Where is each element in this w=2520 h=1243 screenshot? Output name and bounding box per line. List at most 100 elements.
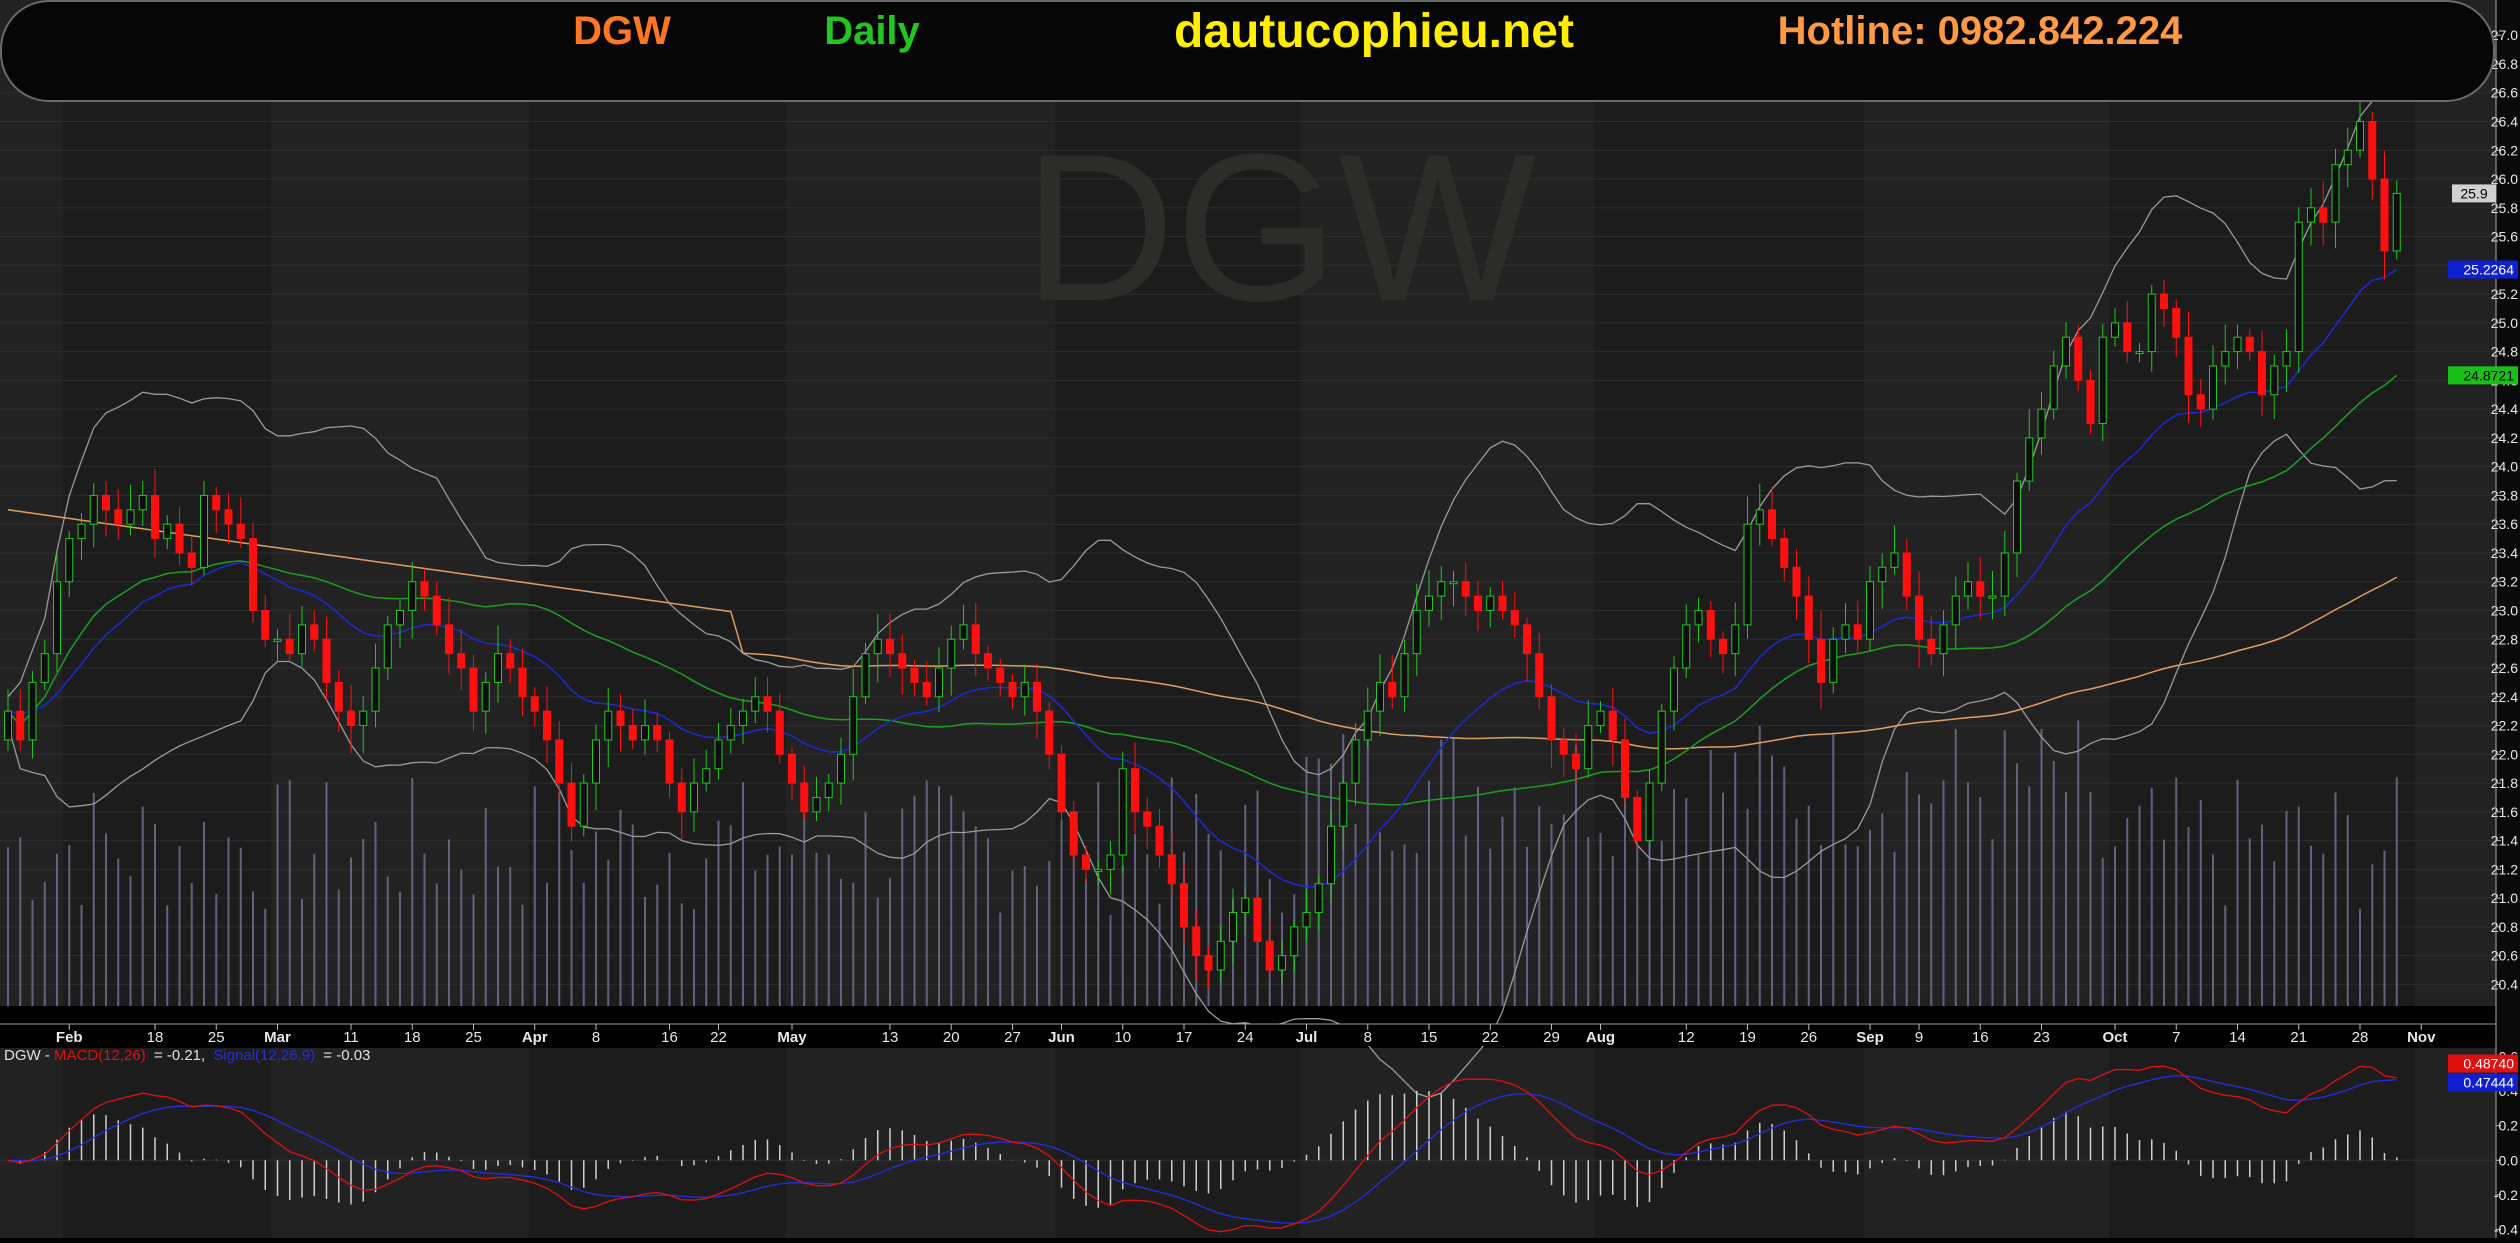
candle-body (677, 782, 686, 813)
time-tick-label: 25 (465, 1029, 482, 1046)
macd-legend: DGW - MACD(12,26) = -0.21, Signal(12,26,… (4, 1047, 370, 1064)
candle-body (1878, 566, 1887, 583)
volume-bar (68, 845, 71, 1006)
green-ma-value-label: 24.8721 (2463, 367, 2514, 383)
candle-body (187, 552, 196, 568)
macd-legend-value: = -0.21, (154, 1047, 205, 1064)
volume-bar (484, 807, 487, 1006)
candle-body (1927, 638, 1936, 655)
volume-bar (1795, 818, 1798, 1006)
volume-bar (1072, 812, 1075, 1006)
candle-body (16, 710, 25, 741)
last-price-label: 25.9 (2460, 185, 2487, 201)
candle-body (1131, 768, 1139, 813)
candle-body (1339, 782, 1348, 827)
candle-body (2184, 336, 2193, 396)
volume-bar (1305, 757, 1308, 1006)
volume-bar (362, 838, 365, 1006)
time-tick-label: 28 (2352, 1029, 2369, 1046)
volume-bar (1856, 846, 1859, 1006)
candle-body (261, 609, 270, 640)
candle-body (1866, 581, 1874, 640)
volume-bar (2199, 799, 2202, 1006)
volume-bar (1526, 847, 1528, 1006)
candle-body (898, 653, 907, 669)
candle-body (555, 739, 564, 784)
time-tick-label: 22 (710, 1029, 727, 1046)
candle-body (1706, 609, 1715, 640)
volume-bar (1121, 865, 1124, 1006)
price-tick-label: 26.2 (2491, 142, 2518, 158)
candle-body (1584, 725, 1593, 770)
candle-body (2233, 336, 2242, 353)
header-banner (0, 0, 2495, 102)
candle-body (481, 681, 490, 712)
candle-body (2294, 221, 2303, 353)
candle-body (1400, 653, 1409, 698)
month-band (1863, 0, 2109, 1006)
candle-body (396, 609, 404, 626)
volume-bar (864, 811, 867, 1006)
candle-body (2258, 351, 2266, 396)
month-band (1863, 1048, 2109, 1238)
volume-bar (43, 881, 46, 1006)
volume-bar (1660, 840, 1663, 1006)
signal-legend-name: Signal(12,26,9) (213, 1047, 315, 1064)
candle-body (1621, 739, 1629, 798)
price-tick-label: 23.8 (2491, 487, 2518, 503)
candle-body (102, 494, 110, 511)
volume-bar (1011, 870, 1014, 1006)
candle-body (249, 538, 257, 611)
candle-body (1253, 897, 1262, 942)
volume-bar (1550, 823, 1553, 1006)
candle-body (1498, 595, 1507, 611)
candle-body (1106, 854, 1115, 870)
time-tick-label: 15 (1421, 1029, 1438, 1046)
volume-bar (2065, 791, 2067, 1006)
signal-value-label-box (2448, 1073, 2518, 1092)
volume-bar (2150, 787, 2153, 1006)
candle-body (2013, 480, 2021, 554)
volume-bar (533, 786, 536, 1006)
candle-body (2062, 336, 2070, 367)
volume-bar (1379, 832, 1381, 1006)
volume-bar (1354, 823, 1357, 1006)
volume-bar (2028, 786, 2031, 1006)
volume-bar (2089, 791, 2092, 1006)
candle-body (1192, 926, 1201, 957)
volume-bar (1832, 732, 1835, 1006)
price-tick-label: 26.6 (2491, 85, 2518, 101)
candle-body (1792, 566, 1801, 597)
candle-body (2392, 192, 2401, 252)
volume-bar (1501, 816, 1504, 1006)
candle-body (1853, 624, 1862, 640)
volume-bar (1366, 739, 1369, 1006)
volume-bar (105, 833, 107, 1006)
volume-bar (754, 870, 757, 1006)
candle-body (1118, 768, 1127, 856)
candle-body (1645, 782, 1654, 842)
time-tick-label: 22 (1482, 1029, 1499, 1046)
time-tick-label: 14 (2229, 1029, 2246, 1046)
volume-bar (791, 854, 793, 1006)
volume-bar (815, 852, 818, 1006)
volume-bar (2371, 864, 2374, 1006)
price-tick-label: 21.2 (2491, 861, 2518, 877)
candle-body (2160, 293, 2168, 309)
month-band (785, 0, 1056, 1006)
volume-bar (1844, 844, 1847, 1006)
volume-bar (2310, 845, 2312, 1006)
candle-body (1290, 926, 1299, 957)
volume-bar (239, 847, 242, 1006)
time-tick-label: 8 (1364, 1029, 1372, 1046)
month-band (271, 0, 529, 1006)
time-tick-label: 13 (882, 1029, 899, 1046)
volume-bar (668, 852, 671, 1006)
volume-bar (141, 806, 144, 1006)
candle-body (359, 710, 368, 727)
volume-bar (2212, 854, 2214, 1006)
candle-body (506, 653, 515, 669)
candle-body (285, 638, 294, 655)
price-tick-label: 20.4 (2491, 976, 2518, 992)
price-tick-label: 22.6 (2491, 660, 2518, 676)
